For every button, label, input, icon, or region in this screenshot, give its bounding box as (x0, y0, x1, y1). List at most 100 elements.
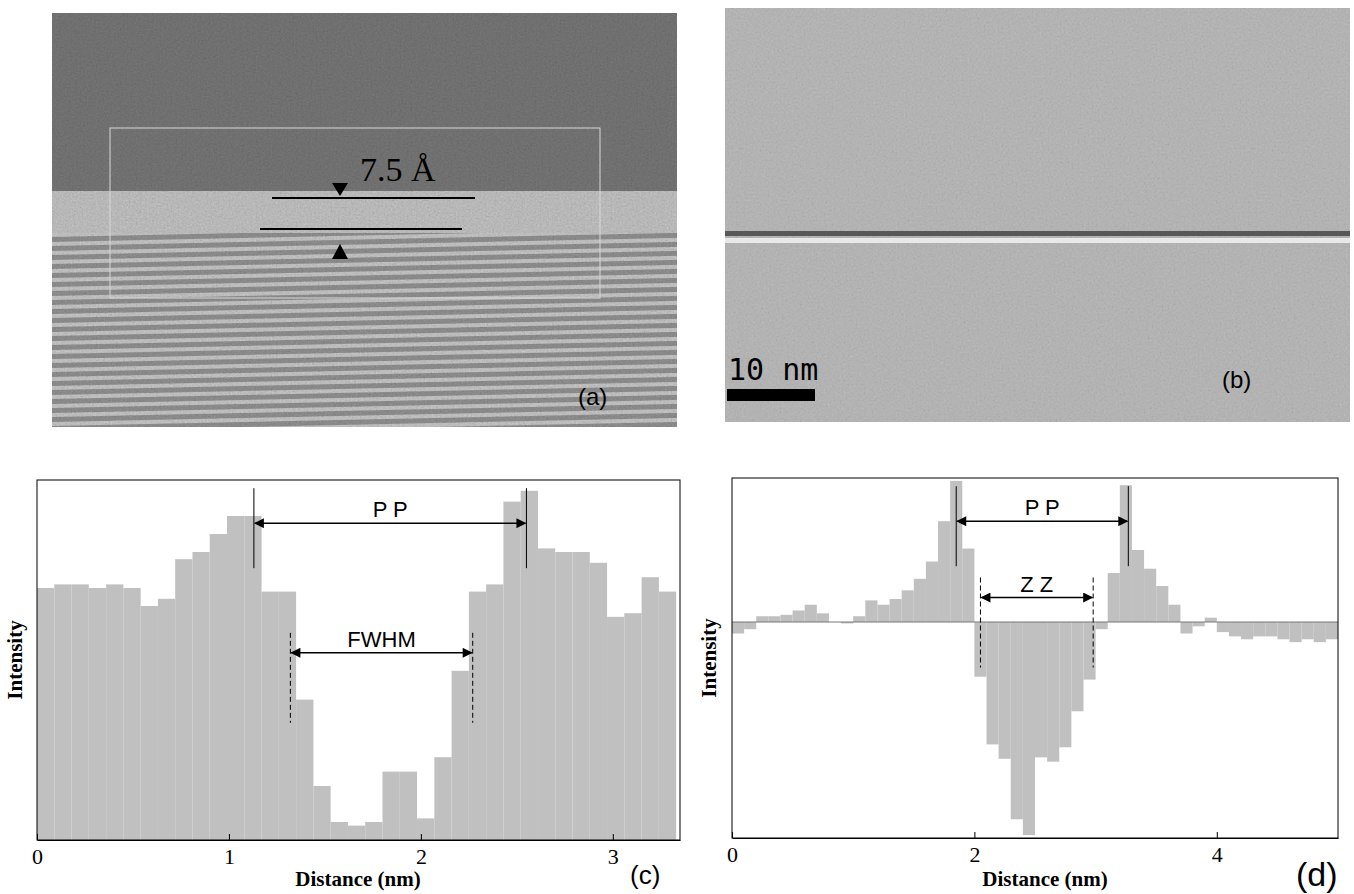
micrograph (725, 8, 1350, 422)
bar (313, 786, 330, 840)
measure-arrow (332, 244, 348, 259)
bar (659, 592, 676, 840)
dashed-guide (1093, 578, 1094, 668)
bar (1326, 622, 1338, 639)
annotation-arrow (957, 520, 1127, 522)
bar (538, 548, 555, 840)
x-tick: 4 (1212, 832, 1223, 867)
bar (890, 599, 902, 622)
bar (400, 772, 417, 840)
bar (877, 605, 889, 622)
panel-label: (c) (630, 860, 660, 890)
x-tick-label: 0 (727, 842, 738, 867)
y-axis-title: Intensity (697, 618, 721, 698)
bar (279, 592, 296, 840)
bar (417, 818, 434, 840)
x-tick: 3 (608, 834, 619, 869)
bar (987, 622, 999, 744)
zero-line (732, 622, 1338, 623)
noise (725, 8, 1350, 422)
noise (52, 13, 677, 427)
selection-box (110, 128, 600, 298)
micrograph (52, 13, 677, 427)
bar (999, 622, 1011, 759)
bar (853, 616, 865, 622)
bar (365, 822, 382, 840)
x-tick-mark (974, 832, 975, 838)
x-tick: 2 (969, 832, 980, 867)
panel-label: (b) (1222, 366, 1251, 393)
scale-bar (727, 389, 815, 401)
bar (348, 826, 365, 840)
solid-guide (956, 486, 957, 566)
bar (106, 584, 123, 840)
x-tick-label: 4 (1212, 842, 1223, 867)
x-axis: 0 1 2 3 (32, 834, 681, 869)
dashed-guide (472, 633, 473, 723)
x-axis-title: Distance (nm) (982, 867, 1107, 891)
bar (642, 577, 659, 840)
bar (950, 481, 962, 622)
x-tick: 1 (224, 834, 235, 869)
annotation-arrow (255, 522, 526, 524)
bar (1277, 622, 1289, 639)
x-tick-mark (613, 834, 614, 840)
bar (1205, 618, 1217, 622)
bar (262, 592, 279, 840)
bar (1168, 605, 1180, 622)
bars (732, 481, 1338, 835)
bar (1217, 622, 1229, 632)
x-tick-mark (37, 834, 38, 840)
x-tick-mark (1217, 832, 1218, 838)
bar (902, 590, 914, 622)
x-tick-label: 2 (969, 842, 980, 867)
figure: 7.5 Å(a)10 nm(b)0123Distance (nm)Intensi… (0, 0, 1354, 894)
y-axis-title: Intensity (3, 620, 27, 700)
bar (732, 622, 744, 634)
x-tick: 2 (416, 834, 427, 869)
solid-guide (253, 488, 254, 568)
panel-label: (a) (578, 383, 607, 410)
bar (624, 613, 641, 840)
bar (914, 579, 926, 622)
bar (1229, 622, 1241, 636)
bar (331, 822, 348, 840)
annotation-label: P P (373, 497, 408, 522)
bar (89, 588, 106, 840)
bar (1071, 622, 1083, 711)
bar (452, 671, 469, 840)
bar (1241, 622, 1253, 639)
x-tick-label: 3 (608, 844, 619, 869)
x-tick: 0 (727, 832, 738, 867)
bar (1120, 485, 1132, 622)
bar (227, 516, 244, 840)
bar (590, 563, 607, 840)
bar (1047, 622, 1059, 762)
x-axis-line (38, 840, 681, 841)
x-axis: 0 2 4 (727, 832, 1339, 867)
interface-dark-line (725, 231, 1350, 236)
bar (72, 584, 89, 840)
bar (1302, 622, 1314, 639)
bar (865, 600, 877, 622)
bar (1023, 622, 1035, 835)
x-tick: 0 (32, 834, 43, 869)
solid-guide (526, 488, 527, 568)
x-tick-mark (732, 832, 733, 838)
bar (1011, 622, 1023, 819)
bar (938, 521, 950, 622)
bar (1180, 622, 1192, 634)
bar (555, 552, 572, 840)
bar (1059, 622, 1071, 747)
x-axis-line (733, 838, 1339, 839)
bars (37, 491, 676, 840)
scale-bar-label: 10 nm (728, 352, 818, 387)
annotation-arrow (291, 652, 471, 654)
bar (434, 757, 451, 840)
bar (210, 534, 227, 840)
x-axis-title: Distance (nm) (295, 867, 420, 891)
bar (486, 584, 503, 840)
bar (780, 615, 792, 622)
bar (962, 549, 974, 622)
bar (1035, 622, 1047, 757)
